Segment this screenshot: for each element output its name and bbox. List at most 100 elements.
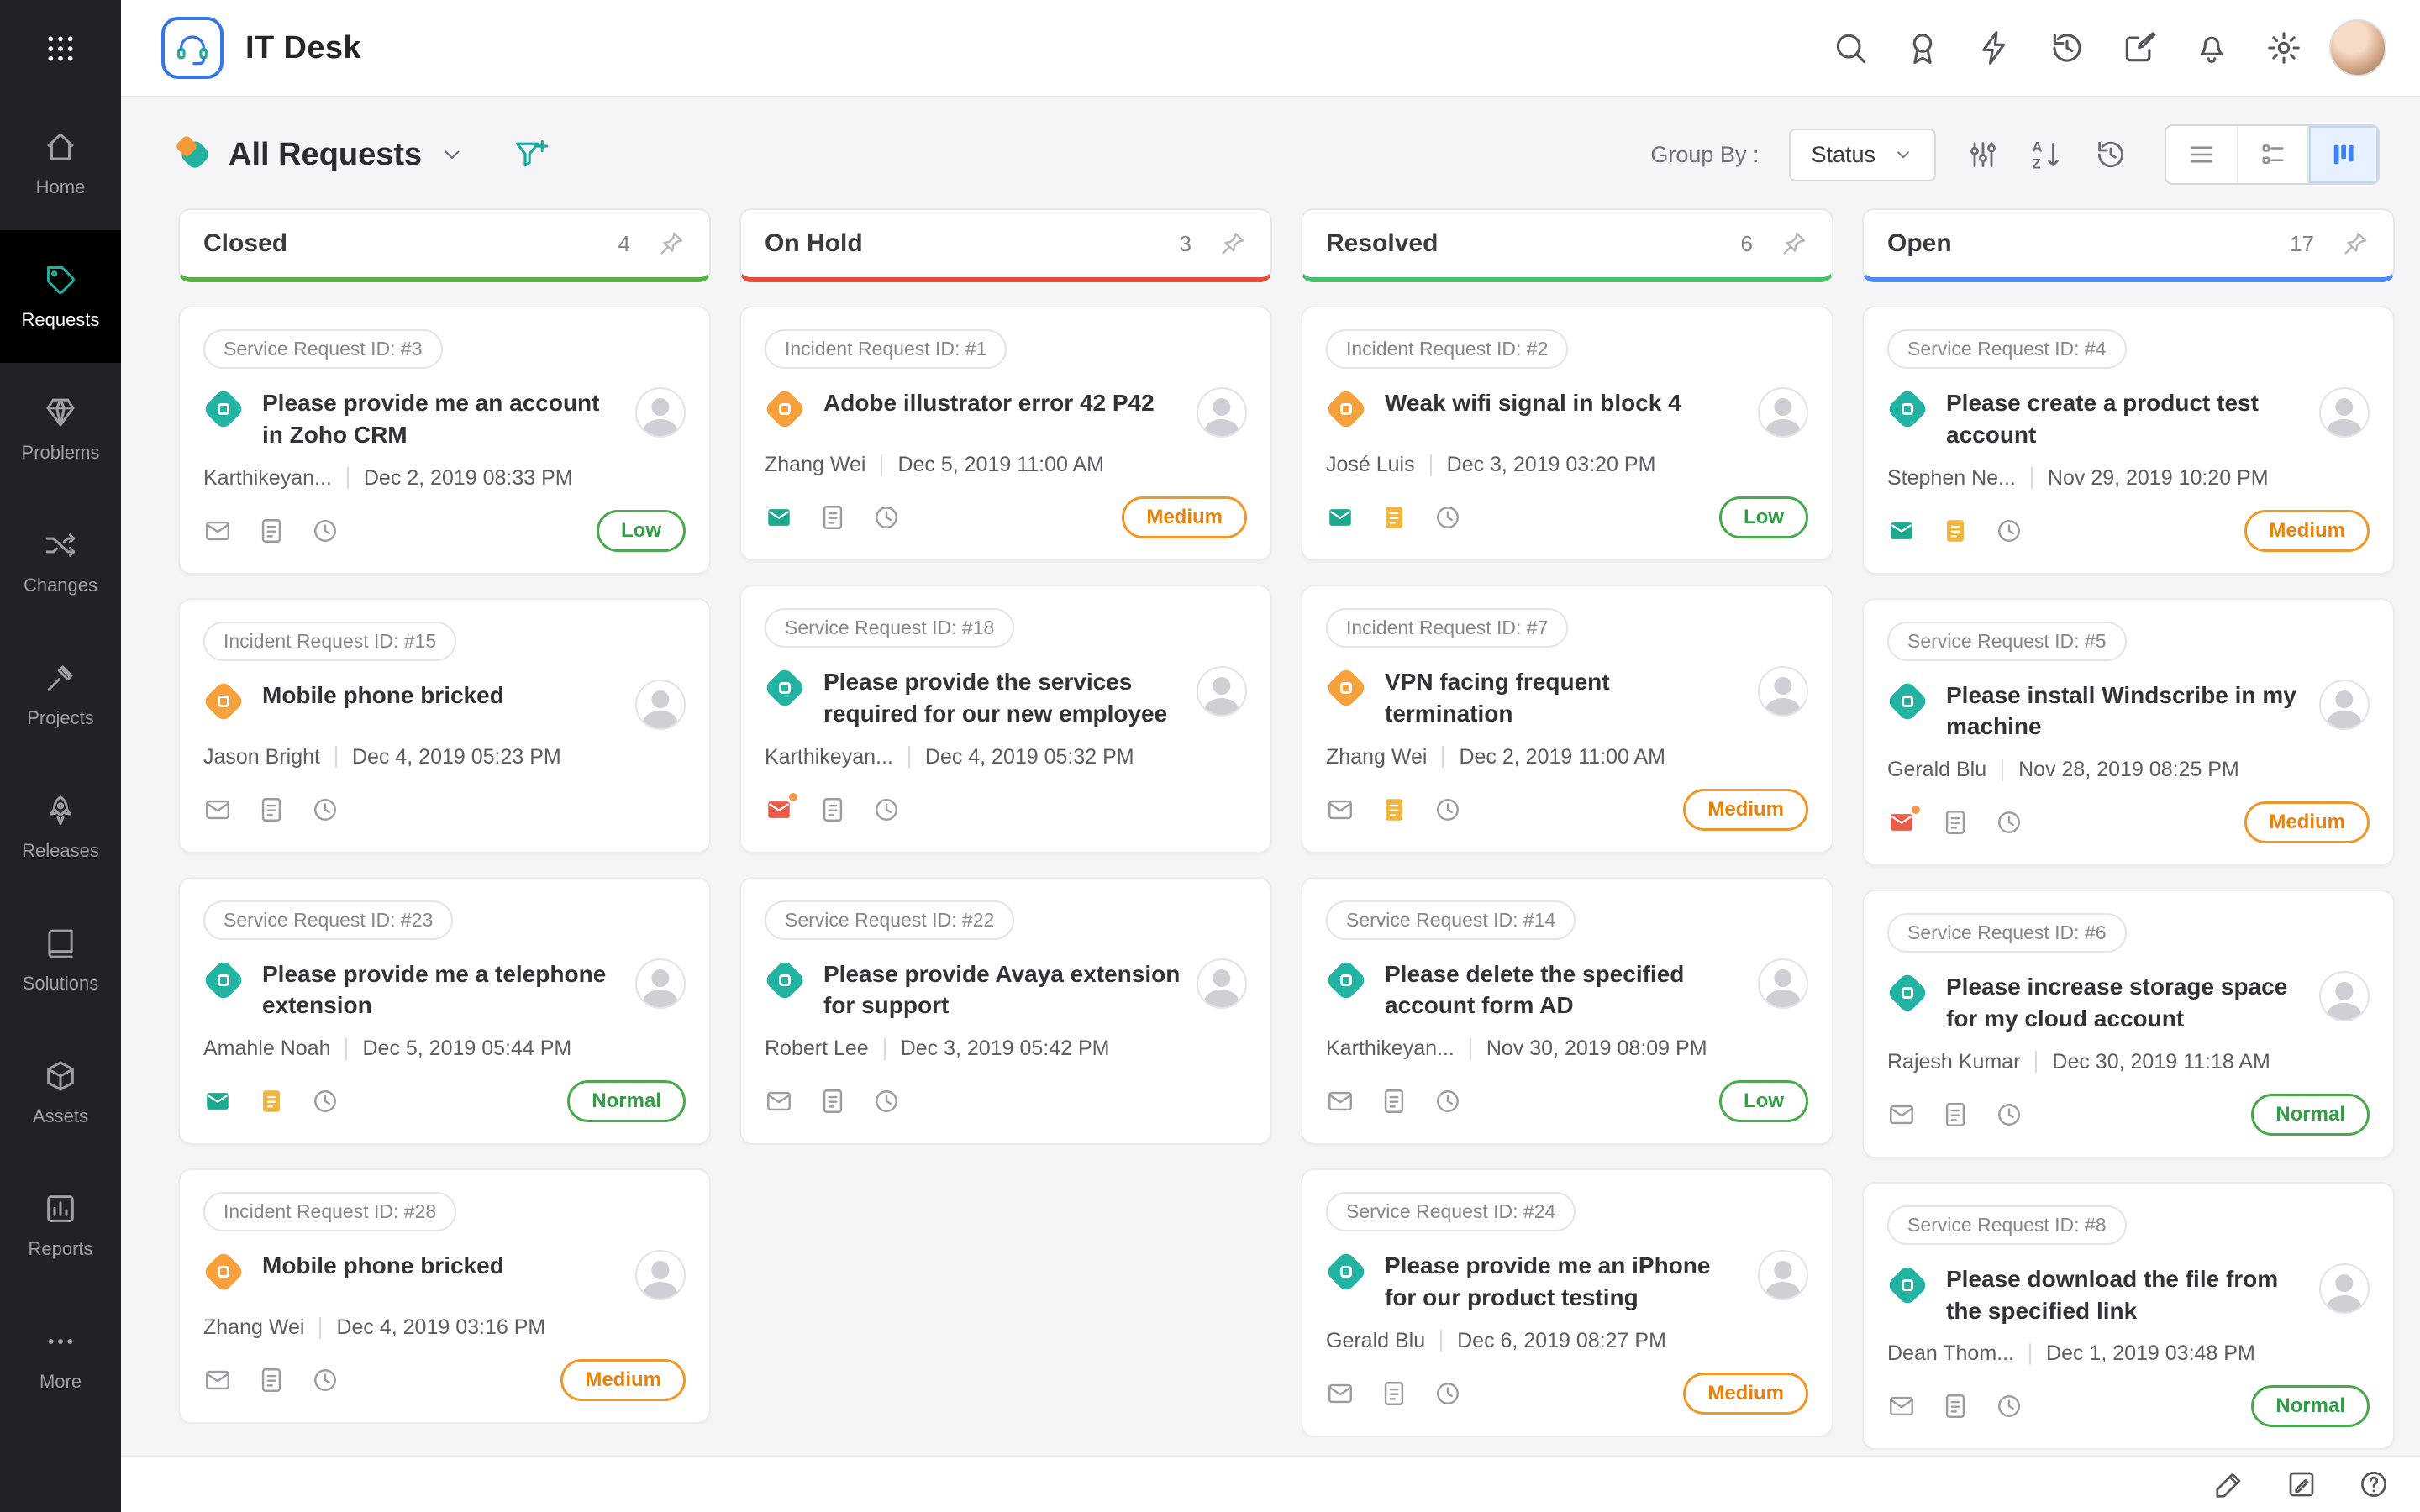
sidebar-item-reports[interactable]: Reports <box>0 1159 121 1292</box>
note-icon[interactable] <box>1380 795 1408 824</box>
request-card[interactable]: Service Request ID: #4 Please create a pr… <box>1862 306 2395 575</box>
request-card[interactable]: Service Request ID: #23 Please provide me… <box>178 876 711 1146</box>
request-title[interactable]: Please create a product test account <box>1946 390 2259 448</box>
requester-avatar[interactable] <box>2319 971 2370 1022</box>
request-title[interactable]: Mobile phone bricked <box>262 681 504 708</box>
priority-badge[interactable]: Medium <box>2244 509 2370 552</box>
mail-icon[interactable] <box>1326 1379 1355 1408</box>
clock-icon[interactable] <box>311 1366 339 1394</box>
clock-icon[interactable] <box>1434 1087 1462 1116</box>
clock-icon[interactable] <box>1995 517 2023 545</box>
customize-button[interactable] <box>2213 1468 2245 1500</box>
apps-grid-button[interactable] <box>0 0 121 97</box>
group-by-select[interactable]: Status <box>1789 128 1936 181</box>
request-card[interactable]: Incident Request ID: #2 Weak wifi signal … <box>1301 306 1833 561</box>
mail-icon[interactable] <box>1326 795 1355 824</box>
mail-icon[interactable] <box>1887 803 1923 837</box>
clock-icon[interactable] <box>1995 1100 2023 1129</box>
priority-badge[interactable]: Medium <box>1683 1372 1808 1415</box>
pin-icon[interactable] <box>1780 229 1808 258</box>
sidebar-item-more[interactable]: More <box>0 1292 121 1425</box>
priority-badge[interactable]: Normal <box>2251 1385 2370 1428</box>
requester-avatar[interactable] <box>2319 679 2370 730</box>
pin-icon[interactable] <box>2341 229 2370 258</box>
request-card[interactable]: Service Request ID: #6 Please increase st… <box>1862 890 2395 1158</box>
request-card[interactable]: Service Request ID: #5 Please install Win… <box>1862 597 2395 867</box>
note-icon[interactable] <box>1941 808 1970 837</box>
column-header[interactable]: Resolved 6 <box>1301 208 1833 282</box>
requester-avatar[interactable] <box>1197 387 1247 438</box>
view-switcher[interactable]: All Requests <box>178 137 466 173</box>
sidebar-item-changes[interactable]: Changes <box>0 496 121 628</box>
request-title[interactable]: Please install Windscribe in my machine <box>1946 681 2296 740</box>
mail-icon[interactable] <box>765 790 800 824</box>
request-card[interactable]: Incident Request ID: #15 Mobile phone bri… <box>178 597 711 853</box>
user-avatar[interactable] <box>2329 19 2386 76</box>
sidebar-item-assets[interactable]: Assets <box>0 1026 121 1159</box>
request-title[interactable]: Please provide me an account in Zoho CRM <box>262 390 600 448</box>
note-icon[interactable] <box>257 517 286 545</box>
mail-icon[interactable] <box>1326 1087 1355 1116</box>
column-header[interactable]: On Hold 3 <box>739 208 1272 282</box>
mail-icon[interactable] <box>1887 1100 1916 1129</box>
note-icon[interactable] <box>1941 1392 1970 1420</box>
note-icon[interactable] <box>818 1087 847 1116</box>
table-view-button[interactable] <box>2237 126 2307 183</box>
clock-icon[interactable] <box>872 503 901 532</box>
sidebar-item-requests[interactable]: Requests <box>0 230 121 363</box>
history-button[interactable] <box>2049 29 2086 66</box>
sidebar-item-problems[interactable]: Problems <box>0 363 121 496</box>
notifications-button[interactable] <box>2193 29 2230 66</box>
column-header[interactable]: Open 17 <box>1862 208 2395 282</box>
request-title[interactable]: Please provide Avaya extension for suppo… <box>823 960 1181 1019</box>
it-desk-logo[interactable] <box>161 17 224 79</box>
priority-badge[interactable]: Medium <box>2244 801 2370 844</box>
priority-badge[interactable]: Low <box>1719 1080 1808 1123</box>
request-card[interactable]: Service Request ID: #22 Please provide Av… <box>739 876 1272 1146</box>
clock-icon[interactable] <box>1434 503 1462 532</box>
request-card[interactable]: Service Request ID: #8 Please download th… <box>1862 1181 2395 1451</box>
sidebar-item-projects[interactable]: Projects <box>0 628 121 761</box>
clock-icon[interactable] <box>1434 1379 1462 1408</box>
request-title[interactable]: Adobe illustrator error 42 P42 <box>823 390 1155 416</box>
request-title[interactable]: VPN facing frequent termination <box>1385 669 1610 727</box>
priority-badge[interactable]: Low <box>597 509 686 552</box>
note-icon[interactable] <box>1941 1100 1970 1129</box>
timeline-button[interactable] <box>2094 138 2128 171</box>
sidebar-item-home[interactable]: Home <box>0 97 121 230</box>
requester-avatar[interactable] <box>635 387 686 438</box>
requester-avatar[interactable] <box>635 958 686 1009</box>
help-button[interactable] <box>2358 1468 2390 1500</box>
requester-avatar[interactable] <box>2319 387 2370 438</box>
sidebar-item-releases[interactable]: Releases <box>0 761 121 894</box>
mail-icon[interactable] <box>203 795 232 824</box>
request-title[interactable]: Please provide the services required for… <box>823 669 1168 727</box>
request-card[interactable]: Incident Request ID: #7 VPN facing freque… <box>1301 585 1833 853</box>
note-icon[interactable] <box>1941 517 1970 545</box>
pin-icon[interactable] <box>1218 229 1247 258</box>
priority-badge[interactable]: Low <box>1719 496 1808 538</box>
requester-avatar[interactable] <box>635 679 686 730</box>
kanban-view-button[interactable] <box>2307 126 2378 183</box>
request-card[interactable]: Incident Request ID: #28 Mobile phone bri… <box>178 1168 711 1425</box>
clock-icon[interactable] <box>311 1087 339 1116</box>
mail-icon[interactable] <box>1887 1392 1916 1420</box>
note-icon[interactable] <box>257 1087 286 1116</box>
clock-icon[interactable] <box>872 795 901 824</box>
note-icon[interactable] <box>1380 1087 1408 1116</box>
priority-badge[interactable]: Medium <box>560 1359 686 1402</box>
requester-avatar[interactable] <box>1197 666 1247 717</box>
note-icon[interactable] <box>818 503 847 532</box>
requester-avatar[interactable] <box>1758 958 1808 1009</box>
request-title[interactable]: Please provide me an iPhone for our prod… <box>1385 1252 1711 1310</box>
column-header[interactable]: Closed 4 <box>178 208 711 282</box>
clock-icon[interactable] <box>1434 795 1462 824</box>
requester-avatar[interactable] <box>1758 1250 1808 1301</box>
mail-icon[interactable] <box>765 1087 793 1116</box>
request-title[interactable]: Please delete the specified account form… <box>1385 960 1685 1019</box>
request-card[interactable]: Service Request ID: #3 Please provide me … <box>178 306 711 575</box>
priority-badge[interactable]: Normal <box>2251 1093 2370 1136</box>
note-icon[interactable] <box>257 795 286 824</box>
requester-avatar[interactable] <box>1197 958 1247 1009</box>
